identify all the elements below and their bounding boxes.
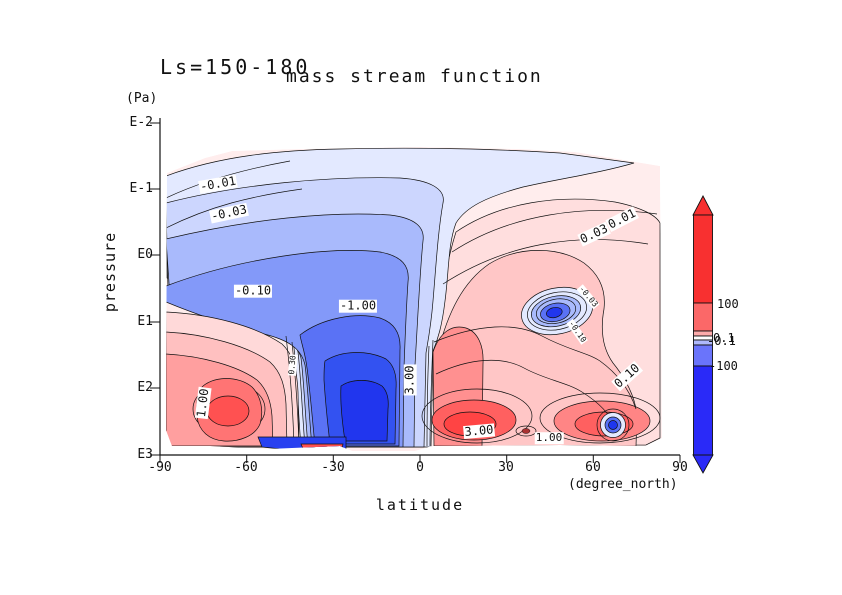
x-tick-label: -90 — [148, 460, 172, 475]
colorbar-label-neg-100: -100 — [709, 359, 738, 373]
y-tick-label: E0 — [137, 247, 153, 262]
x-tick-label: 0 — [416, 460, 424, 475]
y-tick-label: E-2 — [129, 115, 153, 130]
colorbar-arrow-up — [692, 195, 714, 216]
high-lat-negative-spot — [596, 408, 630, 442]
colorbar-arrow-down — [692, 454, 714, 474]
negative-cell-core — [340, 380, 389, 442]
plot-title: mass stream function — [286, 66, 543, 87]
x-tick-label: 30 — [498, 460, 514, 475]
y-tick-label: E3 — [137, 447, 153, 462]
contour-label: 1.00 — [534, 431, 564, 445]
y-axis-unit: (Pa) — [126, 91, 158, 106]
contour-label: 3.00 — [463, 422, 495, 439]
colorbar-label-100: 100 — [717, 297, 739, 311]
x-axis-unit: (degree_north) — [568, 477, 678, 492]
x-axis-label: latitude — [375, 496, 465, 514]
plot-axes — [150, 118, 681, 463]
x-tick-label: -60 — [234, 460, 258, 475]
colorbar-label-pos-0.1: 0.1 — [713, 331, 735, 345]
y-tick-label: E2 — [137, 380, 153, 395]
colorbar-label-neg-0.1: -0.1 — [707, 334, 736, 348]
colorbar — [692, 195, 714, 474]
bottom-positive-strip — [300, 443, 344, 451]
x-tick-label: 90 — [672, 460, 688, 475]
y-axis-label: pressure — [101, 231, 119, 313]
x-tick-label: -30 — [321, 460, 345, 475]
south-positive-core — [206, 395, 250, 427]
ls-label: Ls=150-180 — [160, 55, 311, 79]
y-tick-label: E-1 — [129, 181, 153, 196]
contour-label: -1.00 — [338, 298, 378, 313]
y-tick-label: E1 — [137, 314, 153, 329]
x-tick-label: 60 — [585, 460, 601, 475]
contour-label: 3.00 — [402, 364, 417, 396]
contour-label: -0.10 — [233, 283, 273, 298]
